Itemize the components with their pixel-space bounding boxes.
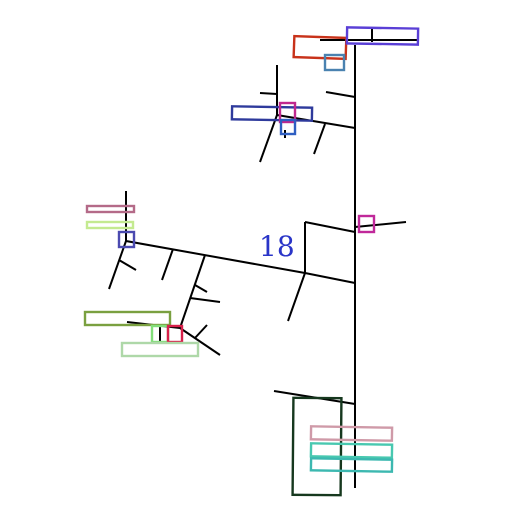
marker-pink [309, 425, 394, 442]
markers [83, 26, 420, 497]
tree-branches [108, 28, 418, 488]
diagram-label: 18 [259, 230, 295, 263]
marker-magenta-small [278, 101, 297, 124]
marker-dark-green [291, 396, 343, 497]
left-stub-a [108, 240, 127, 290]
center-down-stub [287, 272, 306, 322]
marker-teal-1 [309, 442, 394, 459]
marker-indigo-small [117, 230, 136, 249]
marker-lime-light [85, 220, 135, 230]
marker-navy [230, 105, 314, 122]
marker-pale-green [120, 341, 200, 358]
left-long-branch [125, 240, 306, 274]
marker-orange-red [292, 34, 348, 61]
left-stub-c [161, 248, 174, 281]
left-mid-stub-2 [194, 284, 208, 293]
loop-bottom [304, 272, 356, 284]
upper-left-branch [276, 114, 356, 129]
center-right-branch [354, 221, 407, 228]
upper-left-stub-5 [313, 123, 326, 155]
loop-top [304, 221, 356, 233]
upper-left-stub-3 [259, 114, 278, 163]
marker-steel-blue [323, 53, 346, 72]
marker-violet-top [345, 26, 420, 46]
marker-teal-2 [309, 457, 394, 473]
marker-olive [83, 310, 172, 327]
upper-short-branch [325, 91, 356, 98]
left-stub-b [118, 259, 137, 271]
left-lower-stub-2 [194, 324, 208, 339]
marker-blue-small [279, 118, 297, 136]
marker-magenta-center [357, 214, 376, 234]
marker-mauve [85, 204, 136, 214]
left-mid-stub-1 [189, 297, 221, 303]
left-mid-branch [179, 254, 206, 329]
upper-left-stub-2 [259, 92, 278, 95]
left-lower-stub-1 [179, 327, 221, 356]
